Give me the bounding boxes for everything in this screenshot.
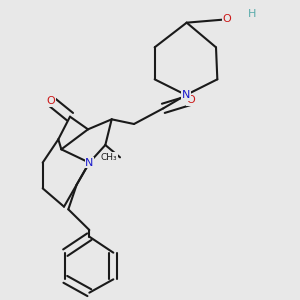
Text: N: N <box>85 158 94 168</box>
Text: O: O <box>222 14 231 24</box>
Text: O: O <box>46 96 55 106</box>
Text: N: N <box>182 90 190 100</box>
Text: H: H <box>248 9 256 19</box>
Text: CH₃: CH₃ <box>101 153 118 162</box>
Text: O: O <box>186 95 195 105</box>
